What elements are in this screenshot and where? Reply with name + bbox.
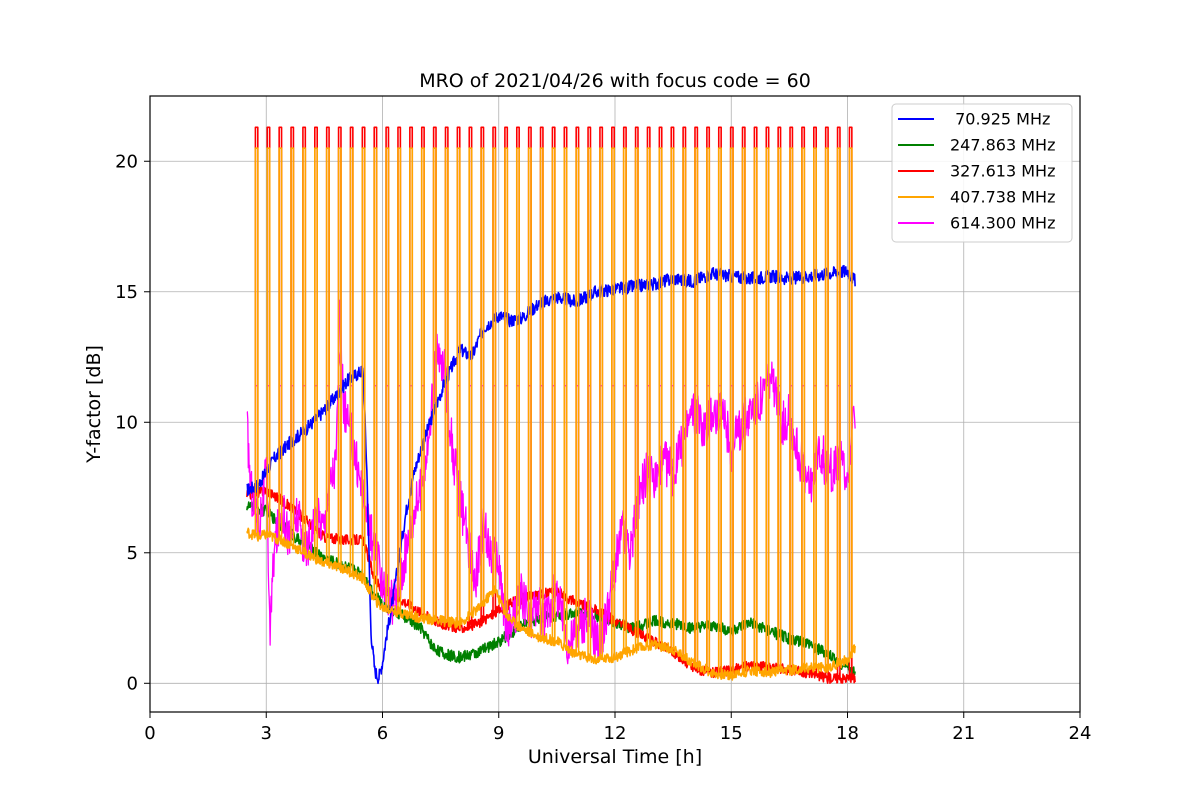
x-tick-label: 0 xyxy=(144,723,155,744)
series-layer xyxy=(246,126,856,685)
legend-label: 70.925 MHz xyxy=(950,110,1050,129)
y-tick-label: 10 xyxy=(115,412,138,433)
y-tick-label: 15 xyxy=(115,282,138,303)
x-tick-label: 24 xyxy=(1069,723,1092,744)
legend: 70.925 MHz 247.863 MHz 327.613 MHz 407.738 … xyxy=(891,103,1073,243)
y-tick-label: 0 xyxy=(127,673,138,694)
y-tick-label: 20 xyxy=(115,151,138,172)
legend-box xyxy=(891,103,1073,243)
x-axis-title: Universal Time [h] xyxy=(528,746,702,768)
x-tick-label: 15 xyxy=(720,723,743,744)
x-tick-label: 21 xyxy=(952,723,975,744)
x-tick-label: 3 xyxy=(261,723,272,744)
legend-label: 614.300 MHz xyxy=(950,214,1055,233)
x-tick-label: 6 xyxy=(377,723,388,744)
ticks: 0 3 6 9 12 15 18 21 24 0 5 10 15 20 xyxy=(115,151,1091,744)
legend-label: 247.863 MHz xyxy=(950,136,1055,155)
legend-label: 327.613 MHz xyxy=(950,162,1055,181)
legend-label: 407.738 MHz xyxy=(950,188,1055,207)
y-tick-label: 5 xyxy=(127,543,138,564)
x-tick-label: 12 xyxy=(604,723,627,744)
y-axis-title: Y-factor [dB] xyxy=(83,345,105,464)
x-tick-label: 9 xyxy=(493,723,504,744)
chart-title: MRO of 2021/04/26 with focus code = 60 xyxy=(419,70,811,92)
series-line xyxy=(246,147,856,681)
x-tick-label: 18 xyxy=(836,723,859,744)
